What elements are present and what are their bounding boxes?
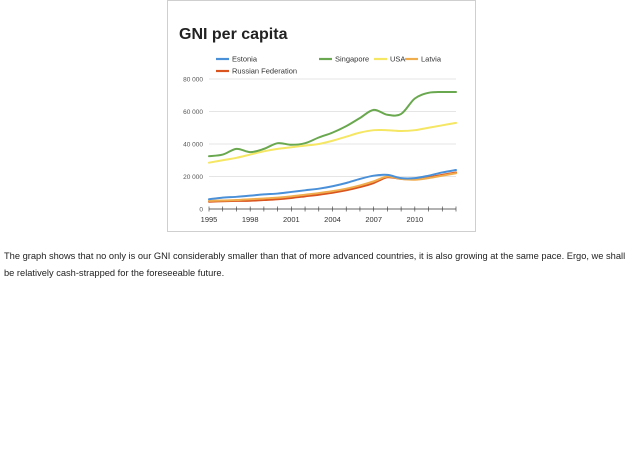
legend-label-russian-federation: Russian Federation xyxy=(232,67,297,76)
y-tick-label: 60 000 xyxy=(183,109,203,116)
series-line-singapore xyxy=(208,90,457,158)
chart-legend: Estonia Singapore USA Latvia Russian Federat… xyxy=(216,55,442,76)
x-tick-label: 2010 xyxy=(406,215,423,224)
x-tick-label: 1998 xyxy=(242,215,259,224)
x-tick-label: 2001 xyxy=(283,215,300,224)
x-tick-label: 2004 xyxy=(324,215,341,224)
x-tick-label: 1995 xyxy=(201,215,218,224)
chart-gridlines xyxy=(209,78,456,177)
chart-series xyxy=(208,90,457,203)
y-tick-label: 20 000 xyxy=(183,174,203,181)
legend-label-usa: USA xyxy=(390,55,405,64)
legend-label-latvia: Latvia xyxy=(421,55,442,64)
chart-title: GNI per capita xyxy=(179,26,288,43)
y-tick-label: 40 000 xyxy=(183,142,203,149)
legend-label-estonia: Estonia xyxy=(232,55,258,64)
gni-line-chart: GNI per capita Estonia Singapore USA Latvia… xyxy=(179,26,457,224)
series-line-estonia xyxy=(208,169,457,201)
x-axis: 1995 1998 2001 2004 2007 2010 xyxy=(201,206,457,224)
y-tick-label: 0 xyxy=(199,207,203,214)
y-tick-label: 80 000 xyxy=(183,77,203,84)
x-tick-label: 2007 xyxy=(365,215,382,224)
chart-slide: GNI per capita Estonia Singapore USA Latvia… xyxy=(167,0,476,232)
legend-label-singapore: Singapore xyxy=(335,55,369,64)
slide-caption: The graph shows that no only is our GNI … xyxy=(4,251,626,278)
series-line-usa xyxy=(208,121,457,164)
series-line-latvia xyxy=(208,172,457,202)
y-axis-ticks: 0 20 000 40 000 60 000 80 000 xyxy=(183,77,203,214)
